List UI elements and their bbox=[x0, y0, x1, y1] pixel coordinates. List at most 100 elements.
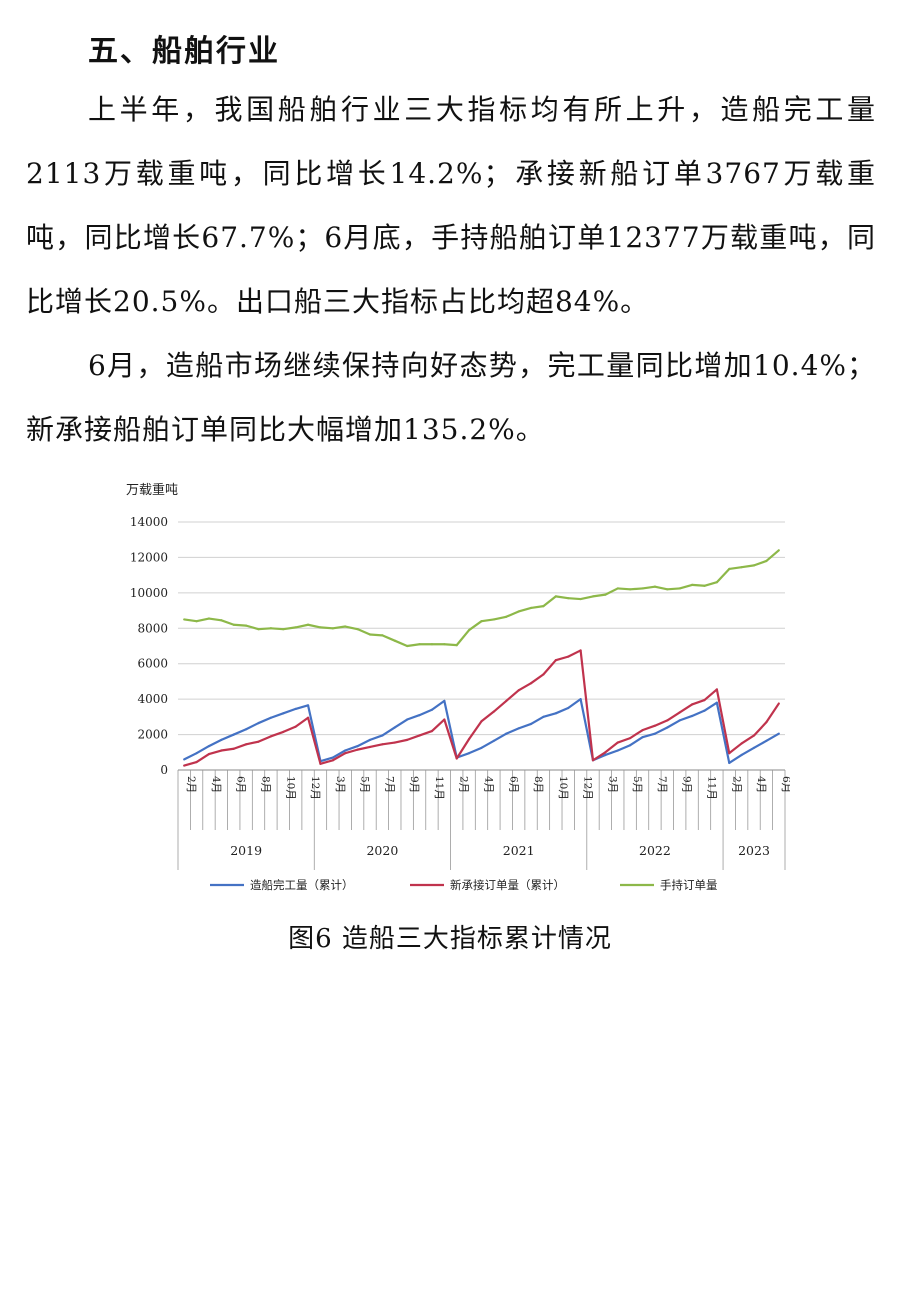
series-3-segment bbox=[356, 628, 372, 636]
series-3-segment bbox=[195, 617, 211, 623]
x-tick-label: 8月 bbox=[532, 776, 544, 793]
series-2-segment bbox=[678, 703, 694, 714]
series-2-segment bbox=[554, 655, 570, 662]
series-1-segment bbox=[653, 726, 669, 735]
year-label: 2023 bbox=[738, 843, 770, 858]
series-2-segment bbox=[207, 749, 223, 756]
series-2-segment bbox=[517, 682, 533, 692]
series-3-segment bbox=[232, 623, 248, 627]
series-3-segment bbox=[567, 597, 582, 601]
series-1-segment bbox=[715, 701, 731, 765]
x-tick-label: 11月 bbox=[705, 776, 717, 800]
series-1-segment bbox=[505, 727, 520, 735]
series-1-segment bbox=[728, 753, 743, 765]
x-tick-label: 7月 bbox=[656, 776, 668, 793]
series-2-segment bbox=[629, 729, 644, 740]
series-1-segment bbox=[257, 716, 273, 725]
series-2-segment bbox=[183, 760, 198, 767]
series-1-segment bbox=[443, 699, 458, 759]
series-2-segment bbox=[381, 741, 396, 746]
series-3-segment bbox=[319, 626, 334, 630]
x-tick-label: 7月 bbox=[383, 776, 395, 793]
series-3-segment bbox=[492, 615, 508, 621]
series-3-segment bbox=[728, 566, 743, 571]
series-3-segment bbox=[294, 623, 310, 629]
series-2-segment bbox=[455, 737, 471, 760]
series-1-segment bbox=[752, 739, 768, 749]
series-2-segment bbox=[740, 734, 756, 745]
year-label: 2021 bbox=[503, 843, 535, 858]
series-3-segment bbox=[554, 595, 570, 600]
x-tick-label: 10月 bbox=[284, 776, 296, 800]
series-2-segment bbox=[282, 725, 297, 734]
series-1-segment bbox=[393, 718, 409, 729]
legend-label: 新承接订单量（累计） bbox=[450, 878, 565, 892]
series-2-segment bbox=[579, 649, 595, 762]
x-tick-label: 12月 bbox=[309, 776, 321, 800]
x-tick-label: 2月 bbox=[730, 776, 742, 793]
y-tick-label: 14000 bbox=[130, 515, 168, 529]
year-label: 2019 bbox=[230, 843, 262, 858]
x-tick-label: 2月 bbox=[185, 776, 197, 793]
legend-label: 手持订单量 bbox=[660, 878, 718, 892]
series-3-segment bbox=[269, 627, 285, 631]
series-1-segment bbox=[207, 738, 223, 748]
series-1-segment bbox=[344, 744, 359, 752]
series-2-segment bbox=[492, 699, 508, 713]
series-2-segment bbox=[232, 743, 248, 750]
series-2-segment bbox=[368, 743, 384, 749]
series-2-segment bbox=[690, 698, 706, 706]
series-2-segment bbox=[430, 718, 446, 733]
year-label: 2020 bbox=[366, 843, 398, 858]
series-1-segment bbox=[294, 704, 310, 710]
series-2-segment bbox=[306, 716, 322, 765]
series-2-segment bbox=[542, 659, 557, 676]
x-tick-label: 11月 bbox=[433, 776, 445, 800]
x-tick-label: 9月 bbox=[681, 776, 693, 793]
y-tick-label: 0 bbox=[160, 763, 168, 777]
series-2-segment bbox=[616, 737, 632, 744]
series-1-segment bbox=[480, 739, 495, 749]
series-1-segment bbox=[529, 715, 545, 726]
x-tick-label: 8月 bbox=[260, 776, 272, 793]
series-1-segment bbox=[690, 709, 706, 718]
series-3-segment bbox=[220, 619, 235, 626]
y-tick-label: 6000 bbox=[137, 657, 168, 671]
series-3-segment bbox=[468, 620, 483, 632]
series-3-segment bbox=[641, 585, 657, 590]
x-tick-label: 6月 bbox=[507, 776, 519, 793]
series-3-segment bbox=[740, 564, 756, 569]
series-1-segment bbox=[542, 712, 557, 718]
series-2-segment bbox=[294, 716, 310, 728]
series-2-segment bbox=[468, 720, 483, 741]
x-tick-label: 9月 bbox=[408, 776, 420, 793]
series-1-segment bbox=[232, 728, 248, 736]
series-2-segment bbox=[480, 710, 495, 723]
series-1-segment bbox=[629, 736, 644, 747]
series-1-segment bbox=[331, 749, 347, 759]
series-3-segment bbox=[629, 587, 644, 591]
series-1-segment bbox=[356, 738, 372, 748]
x-tick-label: 5月 bbox=[631, 776, 643, 793]
series-1-segment bbox=[430, 699, 446, 711]
series-1-segment bbox=[220, 733, 235, 741]
x-tick-label: 4月 bbox=[210, 776, 222, 793]
series-2-segment bbox=[344, 748, 359, 755]
series-3-segment bbox=[406, 643, 421, 648]
series-1-segment bbox=[282, 707, 297, 715]
series-2-segment bbox=[245, 740, 260, 746]
series-2-segment bbox=[591, 751, 607, 762]
series-2-segment bbox=[505, 689, 520, 703]
series-2-segment bbox=[356, 745, 372, 751]
series-3-segment bbox=[207, 617, 223, 622]
series-2-segment bbox=[567, 649, 582, 658]
series-1-segment bbox=[368, 734, 384, 741]
series-3-segment bbox=[480, 618, 495, 623]
x-tick-label: 3月 bbox=[606, 776, 618, 793]
series-2-segment bbox=[257, 735, 273, 743]
series-3-segment bbox=[368, 633, 384, 637]
y-tick-label: 8000 bbox=[137, 621, 168, 635]
series-3-segment bbox=[505, 610, 520, 618]
series-3-segment bbox=[604, 587, 619, 596]
series-2-segment bbox=[653, 719, 669, 727]
